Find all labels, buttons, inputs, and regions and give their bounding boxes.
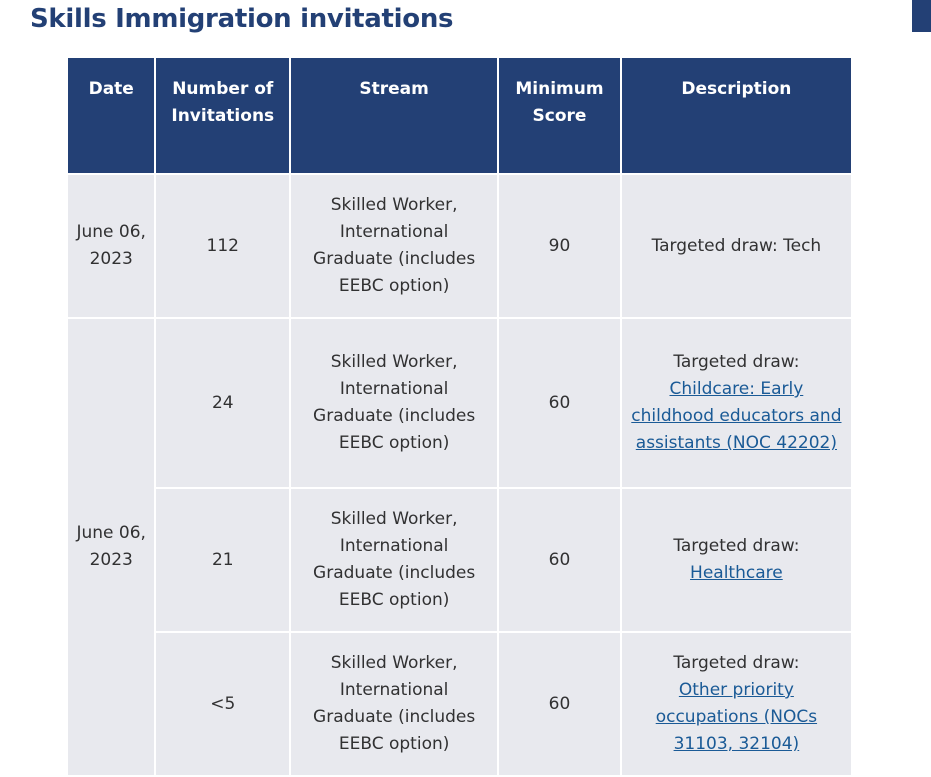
description-cell: Targeted draw: Other priority occupations… [621,633,851,775]
description-cell: Targeted draw: Childcare: Early childhood… [621,319,851,487]
header-stream: Stream [291,58,498,173]
count-cell: <5 [156,633,290,775]
score-cell: 60 [499,489,620,631]
invitations-table: Date Number of Invitations Stream Minimu… [66,56,853,777]
header-description: Description [621,58,851,173]
stream-cell: Skilled Worker, International Graduate (… [291,489,498,631]
table-row: June 06, 2023 24 Skilled Worker, Interna… [68,319,851,775]
description-cell: Targeted draw: Healthcare [621,489,851,631]
stream-cell: Skilled Worker, International Graduate (… [291,633,498,775]
description-text: Targeted draw: [673,352,800,372]
header-row: Date Number of Invitations Stream Minimu… [68,58,851,173]
score-cell: 60 [499,633,620,775]
score-cell: 90 [499,175,620,317]
table-row: <5 Skilled Worker, International Graduat… [68,633,851,775]
stream-cell: Skilled Worker, International Graduate (… [291,175,498,317]
description-text: Targeted draw: [673,653,800,673]
count-cell: 24 [156,319,290,487]
other-occupations-link[interactable]: Other priority occupations (NOCs 31103, … [655,680,818,754]
header-number: Number of Invitations [156,58,290,173]
healthcare-link[interactable]: Healthcare [690,563,783,583]
date-cell: June 06, 2023 [68,175,155,317]
table-row: 21 Skilled Worker, International Graduat… [68,489,851,631]
stream-cell: Skilled Worker, International Graduate (… [291,319,498,487]
header-date: Date [68,58,155,173]
description-cell: Targeted draw: Tech [621,175,851,317]
side-tab[interactable] [912,0,931,32]
score-cell: 60 [499,319,620,487]
header-score: Minimum Score [499,58,620,173]
childcare-link[interactable]: Childcare: Early childhood educators and… [631,379,842,453]
page-title: Skills Immigration invitations [30,4,454,34]
description-text: Targeted draw: [673,536,800,556]
table-row: June 06, 2023 112 Skilled Worker, Intern… [68,175,851,317]
count-cell: 21 [156,489,290,631]
date-cell: June 06, 2023 [68,319,155,775]
count-cell: 112 [156,175,290,317]
